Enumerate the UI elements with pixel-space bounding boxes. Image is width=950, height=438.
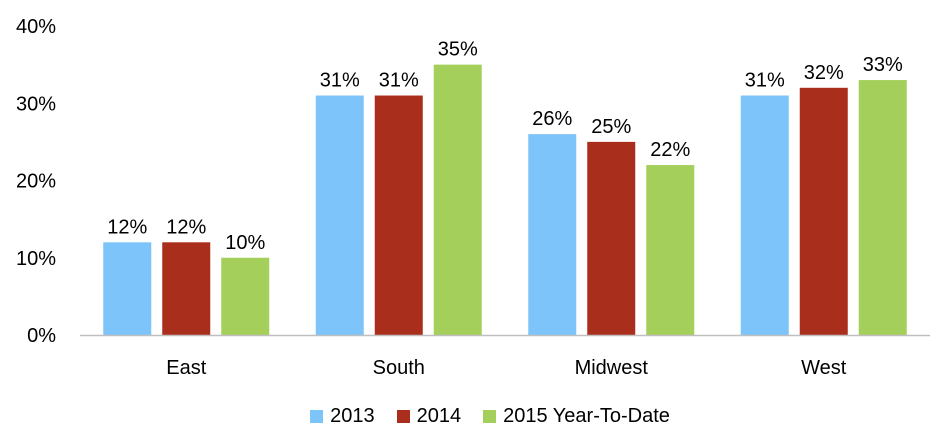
legend-swatch-2015-ytd [483, 409, 497, 423]
legend-item-2014: 2014 [396, 404, 462, 428]
bar [528, 134, 577, 335]
legend-swatch-2013 [310, 409, 324, 423]
data-label: 31% [320, 70, 360, 92]
data-labels: 12% 12% 10% 31% 31% 35% 26% 25% 22% 31% 32% 33% [107, 39, 903, 254]
y-tick-label: 0% [27, 325, 56, 347]
data-label: 10% [225, 232, 265, 254]
legend: 2013 2014 2015 Year-To-Date [0, 404, 950, 428]
y-axis-tick-labels: 0% 10% 20% 30% 40% [16, 16, 56, 347]
data-label: 33% [863, 54, 903, 76]
legend-label-2015-ytd: 2015 Year-To-Date [503, 405, 670, 427]
category-label: East [166, 357, 206, 379]
bar-chart: 0% 10% 20% 30% 40% 12% 12% 10% 31% 31% 35% 26% 25% 2… [16, 16, 930, 379]
bar [799, 87, 848, 335]
data-label: 26% [532, 108, 572, 130]
data-label: 35% [438, 39, 478, 61]
category-label: Midwest [575, 357, 649, 379]
bars [103, 64, 907, 336]
bar [587, 141, 636, 335]
bar [646, 165, 695, 335]
bar [103, 242, 152, 335]
data-label: 31% [379, 70, 419, 92]
data-label: 12% [166, 216, 206, 238]
legend-item-2015-ytd: 2015 Year-To-Date [483, 404, 670, 428]
legend-item-2013: 2013 [310, 404, 375, 428]
bar [162, 242, 211, 335]
y-tick-label: 30% [16, 93, 56, 115]
bar [374, 95, 423, 336]
data-label: 32% [804, 62, 844, 84]
category-label: South [373, 357, 425, 379]
data-label: 25% [591, 116, 631, 138]
legend-label-2014: 2014 [416, 405, 462, 427]
bar [221, 257, 270, 335]
category-labels: East South Midwest West [166, 357, 847, 379]
bar [740, 95, 789, 336]
bar [433, 64, 482, 335]
bar [315, 95, 364, 336]
data-label: 12% [107, 216, 147, 238]
data-label: 31% [745, 70, 785, 92]
y-tick-label: 40% [16, 16, 56, 38]
bar [858, 80, 907, 335]
legend-label-2013: 2013 [330, 405, 375, 427]
legend-swatch-2014 [396, 409, 410, 423]
y-tick-label: 20% [16, 171, 56, 193]
category-label: West [801, 357, 847, 379]
data-label: 22% [650, 139, 690, 161]
y-tick-label: 10% [16, 248, 56, 270]
